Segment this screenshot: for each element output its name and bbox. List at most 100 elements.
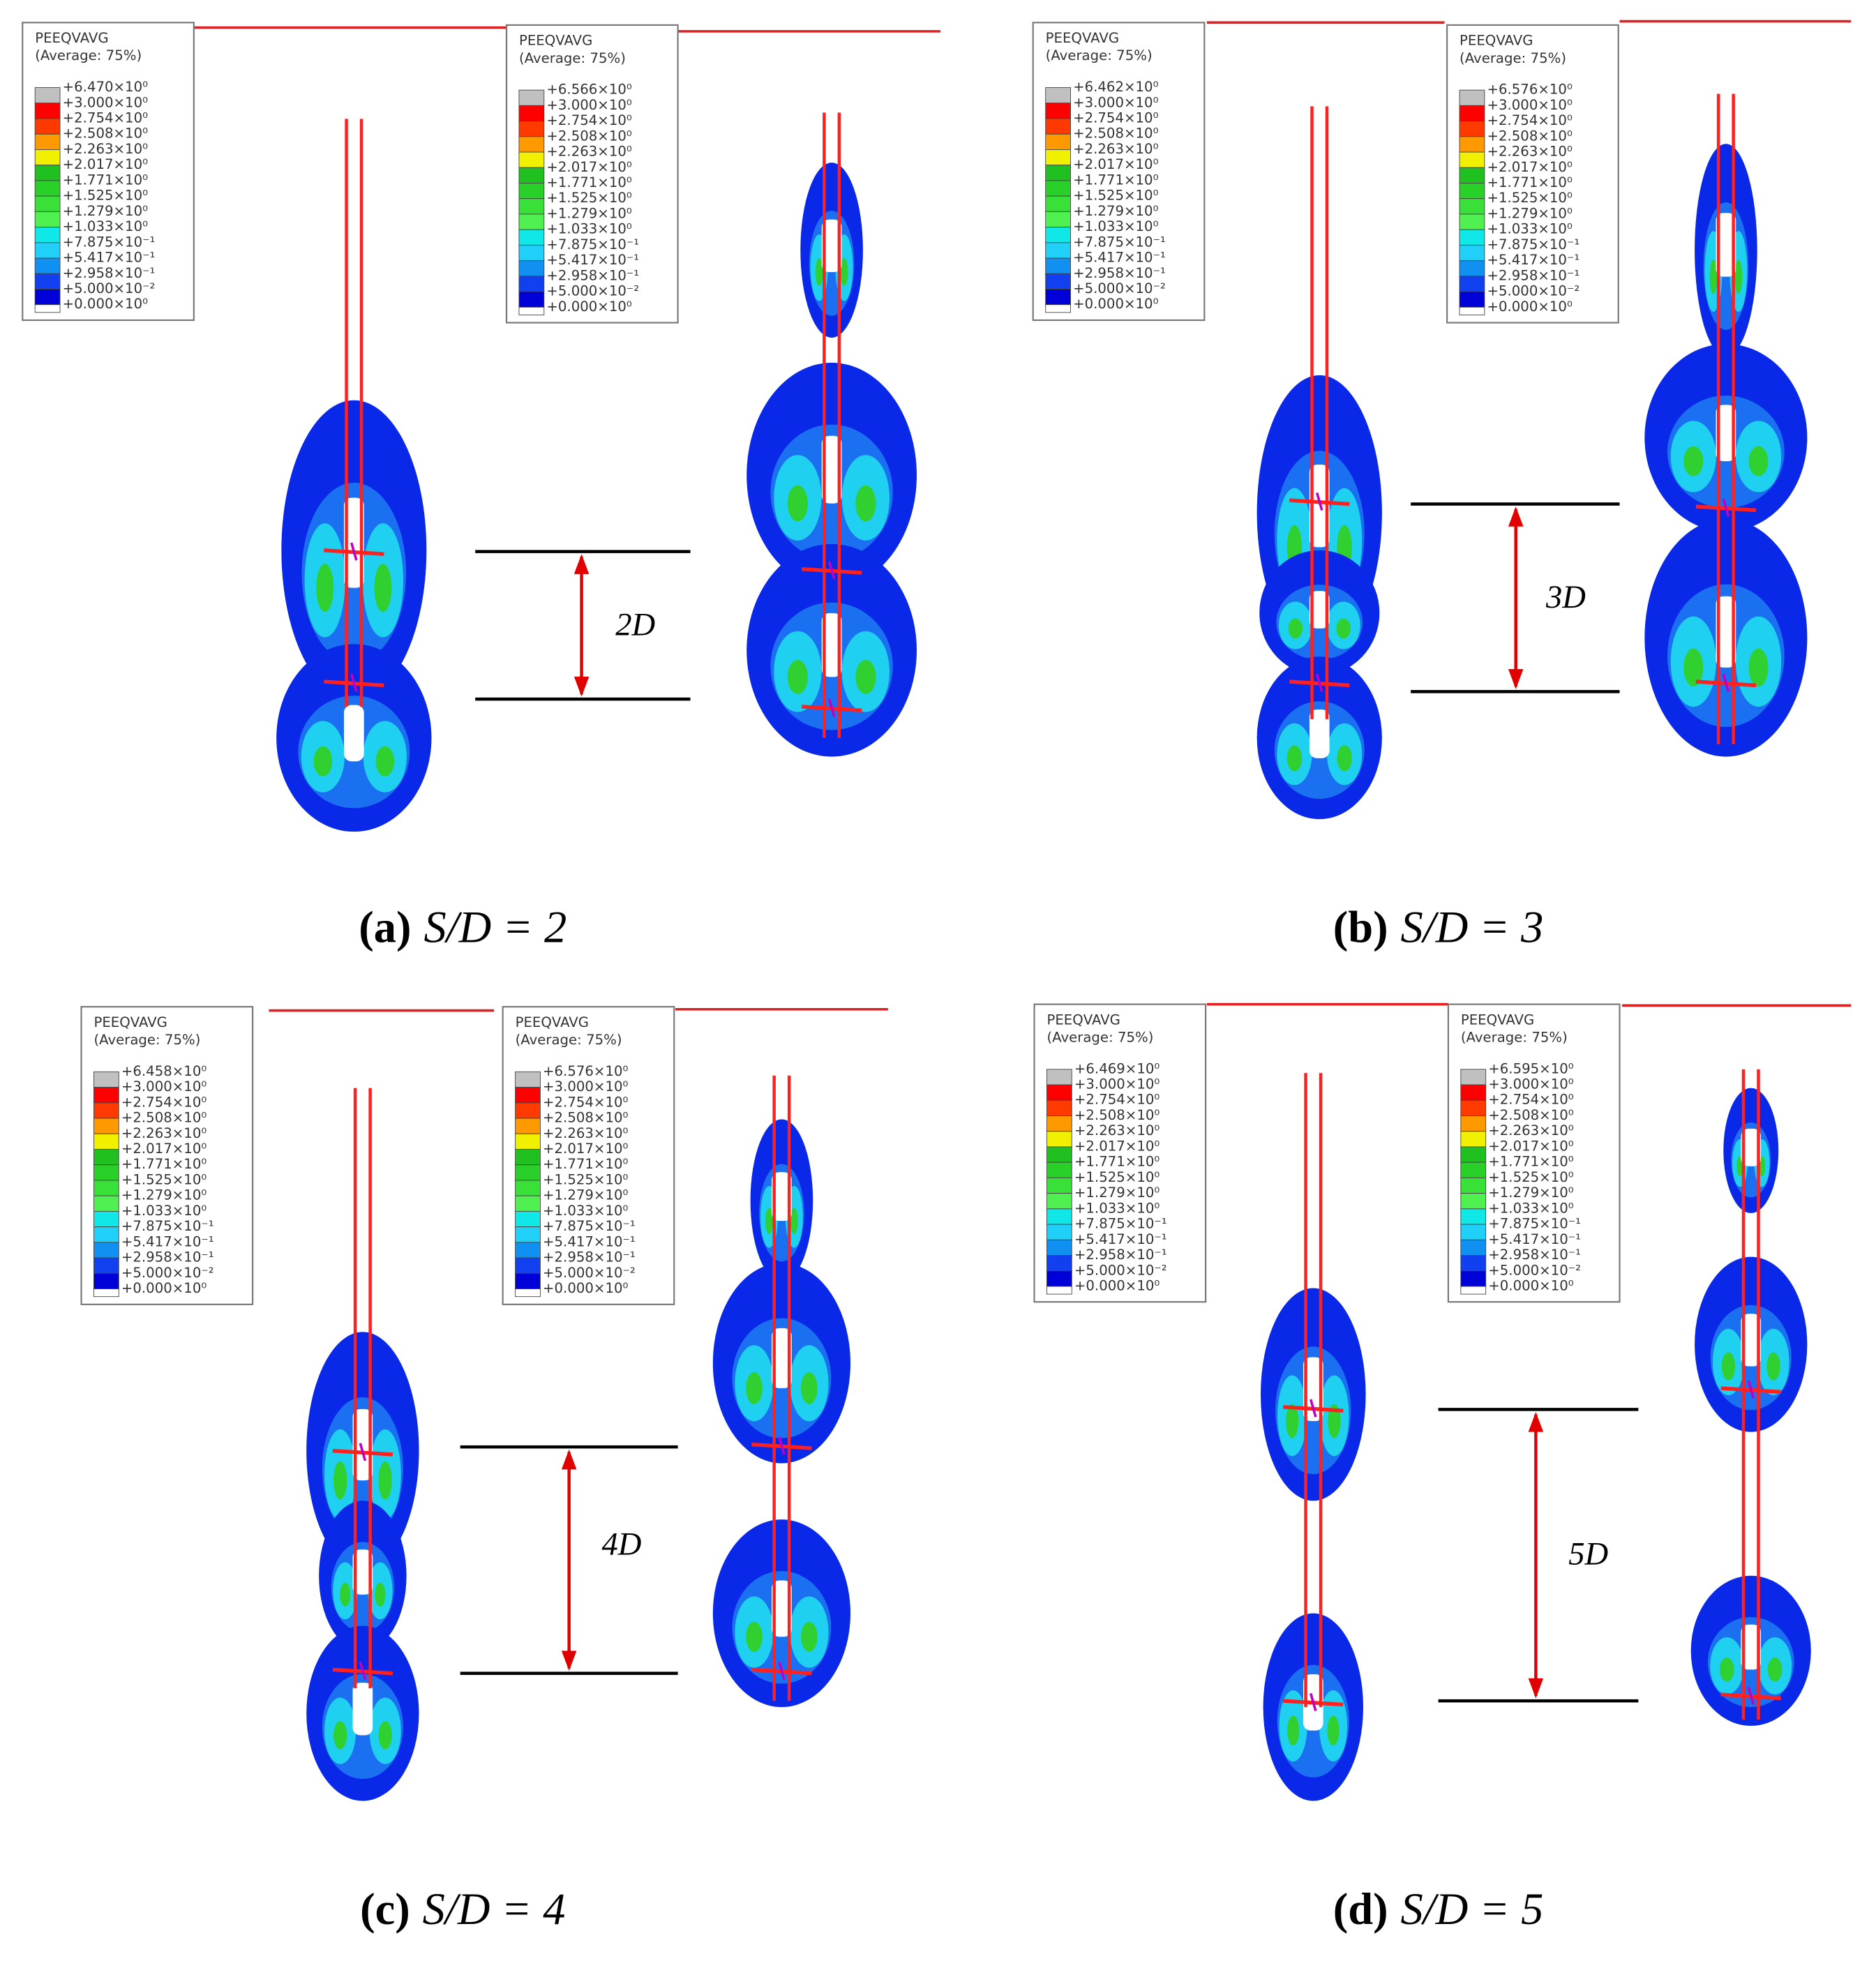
- legend-swatch: [1460, 1146, 1487, 1163]
- legend-swatch: [515, 1226, 541, 1243]
- legend-swatch: [518, 213, 545, 230]
- legend-title: PEEQVAVG: [1459, 33, 1533, 49]
- legend-title: PEEQVAVG: [1046, 1012, 1120, 1028]
- arrow-head: [1508, 506, 1524, 527]
- legend-swatch: [93, 1288, 119, 1298]
- contour-gap: [1716, 405, 1736, 462]
- legend-swatch: [1046, 1208, 1072, 1225]
- legend-swatch: [1046, 1084, 1072, 1101]
- anchor-plate: [1315, 492, 1323, 511]
- contour-gap: [1741, 1624, 1762, 1670]
- legend-label: +5.417×10⁻¹: [543, 1233, 636, 1249]
- legend-swatch: [1459, 213, 1485, 230]
- legend-swatch: [1045, 273, 1071, 290]
- legend-swatch: [1459, 121, 1485, 137]
- contour-gap: [1309, 709, 1330, 758]
- legend-swatch: [1460, 1208, 1487, 1225]
- legend-swatch: [515, 1087, 541, 1104]
- contour-gap: [1741, 1128, 1762, 1166]
- contour-gap: [1741, 1314, 1762, 1367]
- legend-label: +1.525×10⁰: [543, 1171, 628, 1187]
- contour: [333, 1461, 347, 1500]
- legend-label: +1.771×10⁰: [543, 1156, 628, 1172]
- legend-swatch: [1045, 195, 1071, 212]
- legend-label: +5.417×10⁻¹: [546, 252, 639, 268]
- legend-label: +2.754×10⁰: [1074, 1092, 1160, 1108]
- legend-subtitle: (Average: 75%): [1046, 47, 1153, 63]
- contour: [375, 746, 395, 776]
- contour: [1287, 1715, 1300, 1746]
- legend-swatch: [34, 118, 61, 135]
- legend-label: +2.263×10⁰: [1488, 1122, 1573, 1139]
- legend-subtitle: (Average: 75%): [1046, 1029, 1153, 1045]
- legend-label: +1.279×10⁰: [546, 205, 631, 221]
- arrow-head: [561, 1449, 577, 1470]
- anchor-pile: [306, 1088, 419, 1801]
- spacing-label: 3D: [1545, 579, 1586, 615]
- legend-label: +6.469×10⁰: [1074, 1060, 1160, 1076]
- legend-swatch: [518, 105, 545, 122]
- legend-label: +6.576×10⁰: [543, 1063, 628, 1079]
- legend-label: +2.263×10⁰: [1487, 144, 1572, 160]
- legend-label: +2.958×10⁻¹: [1073, 265, 1166, 281]
- contour: [746, 1621, 763, 1652]
- contour-gap: [1303, 1357, 1323, 1421]
- legend-label: +2.754×10⁰: [1073, 110, 1158, 126]
- contour: [1734, 260, 1743, 294]
- legend-swatch: [1459, 167, 1485, 183]
- legend-swatch: [518, 89, 545, 106]
- legend-swatch: [1045, 304, 1071, 313]
- legend-swatch: [515, 1195, 541, 1212]
- contour: [316, 564, 334, 613]
- contour: [1288, 618, 1303, 639]
- legend-swatch: [1045, 289, 1071, 306]
- legend-label: +5.000×10⁻²: [63, 280, 156, 296]
- legend-label: +1.033×10⁰: [121, 1203, 207, 1219]
- legend-swatch: [1460, 1162, 1487, 1178]
- contour: [1328, 1404, 1341, 1438]
- anchor-plate: [827, 561, 836, 580]
- legend-swatch: [518, 151, 545, 168]
- contour: [1683, 446, 1704, 476]
- contour: [840, 257, 848, 287]
- legend-label: +2.958×10⁻¹: [546, 267, 639, 283]
- legend-label: +5.417×10⁻¹: [63, 250, 156, 266]
- caption: (d) S/D = 5: [1333, 1884, 1544, 1934]
- legend-label: +5.417×10⁻¹: [1488, 1231, 1581, 1247]
- contour-gap: [772, 1172, 792, 1222]
- legend-swatch: [515, 1242, 541, 1259]
- legend-title: PEEQVAVG: [1461, 1012, 1534, 1028]
- legend-label: +1.525×10⁰: [1487, 190, 1572, 206]
- anchor-pile: [1644, 93, 1808, 757]
- legend-label: +6.458×10⁰: [121, 1063, 207, 1079]
- legend-swatch: [93, 1087, 119, 1104]
- contour-gap: [1716, 596, 1736, 668]
- legend-swatch: [1046, 1270, 1072, 1287]
- legend-label: +0.000×10⁰: [1073, 296, 1158, 312]
- legend-swatch: [518, 229, 545, 246]
- legend-swatch: [518, 167, 545, 183]
- contour: [855, 659, 876, 694]
- legend-label: +2.754×10⁰: [543, 1094, 628, 1110]
- legend-swatch: [515, 1164, 541, 1181]
- legend-swatch: [34, 149, 61, 166]
- legend-label: +3.000×10⁰: [1073, 94, 1158, 110]
- legend-label: +2.263×10⁰: [543, 1125, 628, 1141]
- legend-swatch: [1460, 1069, 1487, 1085]
- contour: [1683, 648, 1704, 687]
- legend-swatch: [1460, 1131, 1487, 1148]
- legend-label: +3.000×10⁰: [121, 1079, 207, 1095]
- legend-swatch: [1459, 183, 1485, 200]
- legend-swatch: [515, 1272, 541, 1290]
- legend-label: +2.017×10⁰: [63, 156, 148, 172]
- legend-label: +2.017×10⁰: [546, 159, 631, 175]
- dimension: 5D: [1438, 1408, 1639, 1703]
- legend-label: +2.263×10⁰: [1074, 1122, 1160, 1139]
- legend-swatch: [1046, 1115, 1072, 1132]
- contour: [787, 485, 808, 522]
- contour: [801, 1621, 818, 1652]
- contour: [746, 1372, 763, 1404]
- legend-swatch: [34, 211, 61, 228]
- legend-swatch: [518, 276, 545, 292]
- legend-swatch: [93, 1071, 119, 1088]
